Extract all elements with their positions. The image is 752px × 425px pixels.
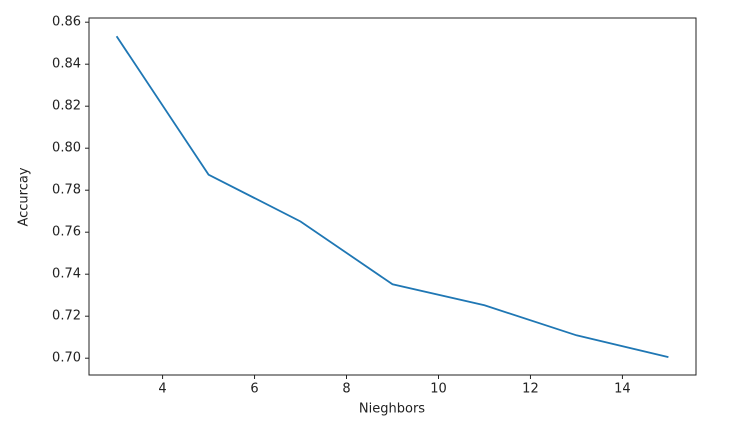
x-tick-label: 10: [430, 382, 447, 397]
y-tick-label: 0.74: [52, 267, 81, 282]
x-axis-label: Nieghbors: [359, 402, 425, 417]
y-tick-label: 0.86: [52, 15, 81, 30]
y-tick-label: 0.82: [52, 99, 81, 114]
data-line: [115, 35, 669, 359]
x-tick-label: 6: [250, 382, 258, 397]
plot-frame: [88, 17, 697, 376]
y-tick-label: 0.70: [52, 351, 81, 366]
y-tick-label: 0.80: [52, 141, 81, 156]
y-tick-label: 0.76: [52, 225, 81, 240]
y-tick-label: 0.72: [52, 309, 81, 324]
x-tick-label: 14: [614, 382, 631, 397]
x-tick-label: 4: [158, 382, 166, 397]
y-axis-label: Accurcay: [17, 167, 32, 226]
x-tick-label: 12: [522, 382, 539, 397]
x-tick-label: 8: [342, 382, 350, 397]
y-tick-label: 0.78: [52, 183, 81, 198]
y-tick-label: 0.84: [52, 57, 81, 72]
